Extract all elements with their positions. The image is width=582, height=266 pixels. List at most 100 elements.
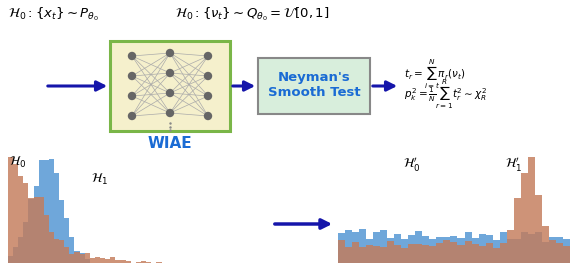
Bar [430, 239, 436, 263]
Bar [380, 230, 387, 263]
Bar [500, 243, 507, 263]
Bar [380, 247, 387, 263]
Text: $p_k^2 = \frac{1}{N} \sum_{r=1}^{R} t_r^2 \sim \chi_R^2$: $p_k^2 = \frac{1}{N} \sum_{r=1}^{R} t_r^… [404, 77, 487, 111]
Bar [401, 248, 408, 263]
Bar [23, 183, 29, 263]
Circle shape [129, 93, 136, 99]
Bar [74, 251, 80, 263]
Bar [111, 257, 115, 263]
Bar [64, 247, 69, 263]
Bar [64, 218, 69, 263]
Bar [387, 242, 394, 263]
Bar [59, 200, 64, 263]
Bar [542, 226, 549, 263]
Bar [157, 262, 162, 263]
Bar [74, 252, 80, 263]
Bar [49, 232, 54, 263]
Bar [338, 240, 345, 263]
Circle shape [166, 89, 173, 97]
Bar [18, 176, 23, 263]
Bar [365, 239, 373, 263]
Bar [436, 243, 443, 263]
Bar [486, 235, 493, 263]
Bar [373, 232, 380, 263]
Text: $\mathcal{H}_0 : \{\nu_t\} \sim Q_{\theta_0} = \mathcal{U}[0,1]$: $\mathcal{H}_0 : \{\nu_t\} \sim Q_{\thet… [175, 5, 329, 23]
Bar [387, 238, 394, 263]
Bar [44, 215, 49, 263]
Bar [23, 222, 29, 263]
Circle shape [204, 73, 211, 80]
Bar [69, 237, 74, 263]
Bar [500, 232, 507, 263]
Bar [141, 261, 146, 263]
Bar [44, 160, 49, 263]
Bar [80, 253, 85, 263]
Bar [415, 244, 422, 263]
Circle shape [204, 93, 211, 99]
Circle shape [129, 113, 136, 119]
Bar [59, 240, 64, 263]
Circle shape [166, 49, 173, 56]
Bar [464, 232, 471, 263]
Bar [563, 239, 570, 263]
Bar [54, 239, 59, 263]
Bar [49, 159, 54, 263]
Bar [365, 245, 373, 263]
Text: $t_r = \sum_{i=t}^{N} \pi_r(\nu_t)$: $t_r = \sum_{i=t}^{N} \pi_r(\nu_t)$ [404, 57, 466, 90]
Bar [535, 195, 542, 263]
Bar [521, 173, 528, 263]
Bar [105, 259, 111, 263]
Bar [464, 241, 471, 263]
Bar [34, 197, 38, 263]
Circle shape [166, 69, 173, 77]
Circle shape [166, 110, 173, 117]
Bar [95, 257, 100, 263]
Bar [549, 240, 556, 263]
Bar [146, 262, 151, 263]
Text: $\mathcal{H}_0^{\prime}$: $\mathcal{H}_0^{\prime}$ [403, 155, 420, 173]
Bar [8, 256, 13, 263]
Bar [436, 237, 443, 263]
Bar [115, 260, 120, 263]
Bar [415, 231, 422, 263]
Bar [408, 235, 415, 263]
Bar [457, 238, 464, 263]
FancyBboxPatch shape [258, 58, 370, 114]
Text: $\mathcal{H}_0$: $\mathcal{H}_0$ [9, 155, 26, 170]
Text: WIAE: WIAE [148, 136, 192, 151]
FancyBboxPatch shape [110, 41, 230, 131]
Bar [352, 232, 359, 263]
Bar [507, 230, 514, 263]
Bar [80, 254, 85, 263]
Text: $\mathcal{H}_0 : \{x_t\} \sim P_{\theta_0}$: $\mathcal{H}_0 : \{x_t\} \sim P_{\theta_… [8, 5, 100, 23]
Bar [120, 260, 126, 263]
Bar [373, 246, 380, 263]
Bar [345, 230, 352, 263]
Bar [394, 235, 401, 263]
Bar [359, 247, 365, 263]
Bar [338, 233, 345, 263]
Bar [29, 198, 34, 263]
Bar [422, 236, 430, 263]
Bar [493, 240, 500, 263]
Text: $\mathcal{H}_1$: $\mathcal{H}_1$ [91, 172, 108, 187]
Bar [69, 254, 74, 263]
Bar [471, 239, 478, 263]
Bar [352, 242, 359, 263]
Bar [521, 232, 528, 263]
Bar [90, 258, 95, 263]
Bar [38, 160, 44, 263]
Text: Neyman's
Smooth Test: Neyman's Smooth Test [268, 71, 360, 99]
Bar [549, 237, 556, 263]
Bar [443, 237, 450, 263]
Bar [422, 245, 430, 263]
Bar [8, 157, 13, 263]
Bar [38, 197, 44, 263]
Bar [514, 239, 521, 263]
Bar [401, 239, 408, 263]
Bar [85, 259, 90, 263]
Circle shape [129, 73, 136, 80]
Bar [514, 198, 521, 263]
Bar [34, 186, 38, 263]
Bar [556, 237, 563, 263]
